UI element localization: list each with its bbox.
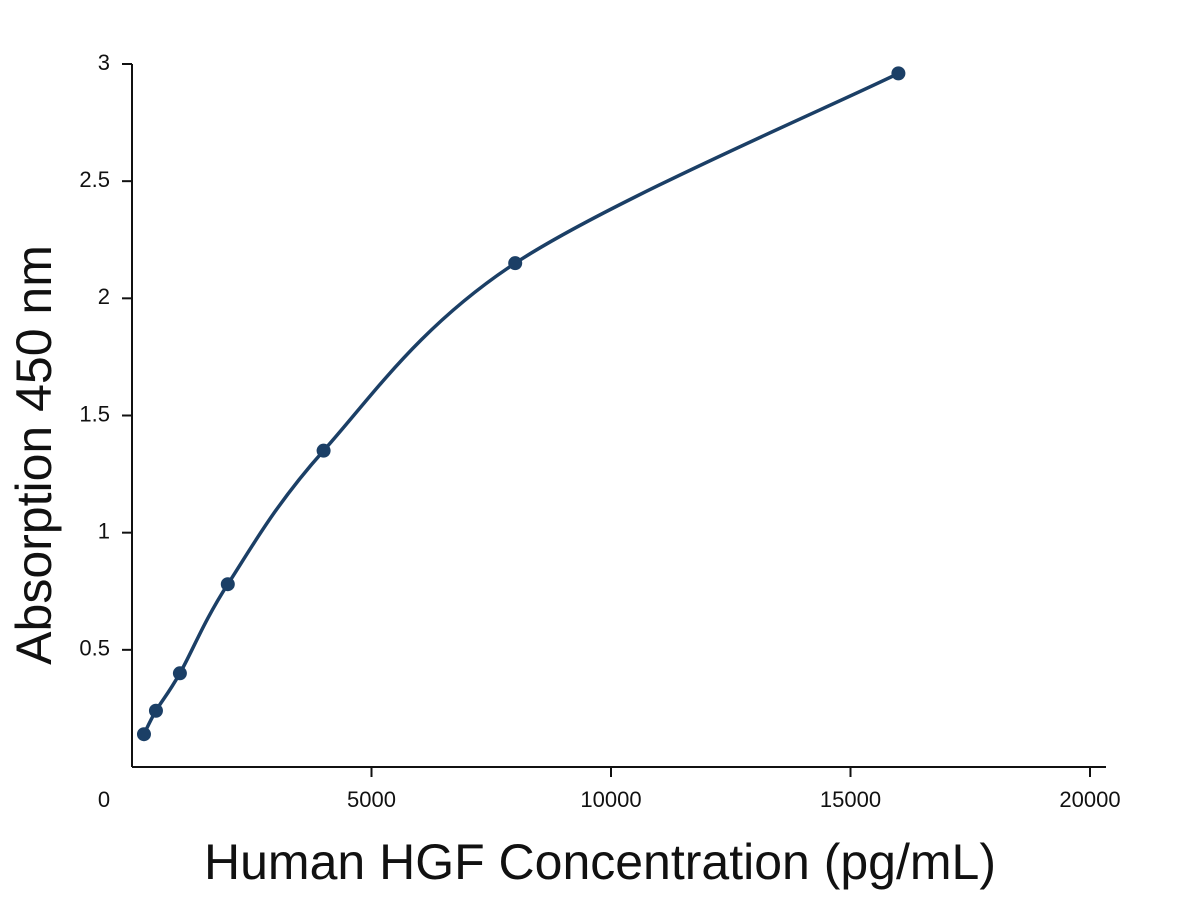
y-tick-label: 2 bbox=[98, 284, 110, 309]
data-point bbox=[136, 727, 151, 742]
y-tick-label: 2.5 bbox=[79, 167, 110, 192]
x-tick-label: 10000 bbox=[580, 787, 641, 812]
data-point bbox=[148, 703, 163, 718]
y-axis-title: Absorption 450 nm bbox=[6, 245, 62, 665]
x-axis-title: Human HGF Concentration (pg/mL) bbox=[204, 834, 996, 890]
data-point bbox=[508, 256, 523, 271]
x-tick-label: 20000 bbox=[1059, 787, 1120, 812]
data-point bbox=[172, 666, 187, 681]
x-tick-label: 5000 bbox=[347, 787, 396, 812]
data-point bbox=[220, 577, 235, 592]
y-tick-label: 1.5 bbox=[79, 401, 110, 426]
y-tick-label: 3 bbox=[98, 50, 110, 75]
fit-curve bbox=[142, 71, 900, 735]
data-point bbox=[891, 66, 906, 81]
data-point bbox=[316, 443, 331, 458]
x-tick-label: 15000 bbox=[820, 787, 881, 812]
y-tick-label: 1 bbox=[98, 518, 110, 543]
x-tick-label: 0 bbox=[98, 787, 110, 812]
y-tick-label: 0.5 bbox=[79, 636, 110, 661]
